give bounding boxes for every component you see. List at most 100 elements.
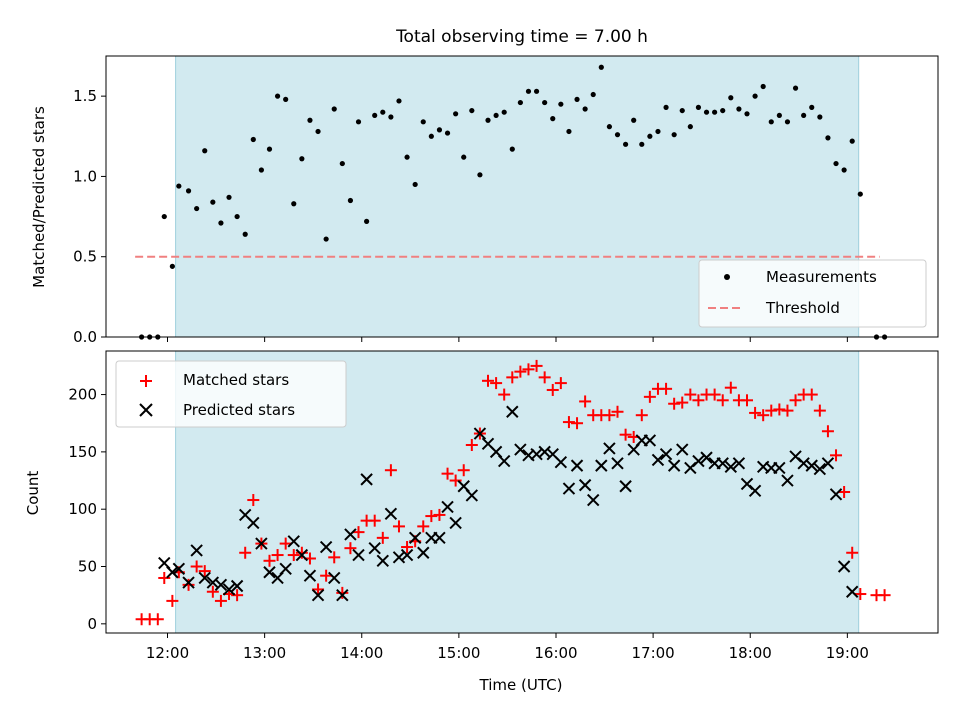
matched-star-point	[198, 565, 211, 578]
measurement-point	[703, 109, 710, 115]
matched-star-point	[352, 526, 365, 539]
predicted-star-point	[311, 588, 325, 602]
matched-star-point	[538, 371, 551, 384]
top-y-axis-label: Matched/Predicted stars	[30, 106, 48, 288]
matched-star-point	[854, 588, 867, 601]
matched-star-point	[684, 388, 697, 401]
matched-star-point	[336, 586, 349, 599]
measurement-point	[825, 135, 831, 141]
predicted-star-point	[247, 516, 260, 530]
matched-star-point	[295, 546, 308, 559]
predicted-star-point	[336, 588, 349, 602]
measurement-point	[817, 114, 823, 120]
predicted-star-point	[676, 443, 689, 456]
matched-star-point	[635, 409, 648, 422]
measurement-point	[274, 93, 281, 99]
matched-star-point	[805, 388, 818, 401]
measurement-point	[364, 218, 370, 224]
predicted-star-point	[352, 548, 365, 562]
matched-star-point	[425, 510, 438, 523]
predicted-star-point	[206, 576, 220, 589]
y-tick-label: 1.0	[73, 167, 97, 185]
measurement-point	[250, 136, 256, 143]
measurement-point	[849, 138, 855, 144]
measurement-point	[202, 148, 208, 154]
matched-star-point	[263, 554, 276, 567]
predicted-star-point	[263, 566, 276, 579]
matched-star-point	[781, 404, 794, 417]
measurement-point	[185, 188, 192, 194]
predicted-star-point	[724, 460, 738, 473]
measurement-point	[339, 160, 345, 167]
measurement-point	[744, 111, 750, 117]
predicted-star-point	[732, 457, 746, 470]
predicted-star-point	[805, 459, 818, 472]
predicted-star-point	[441, 500, 454, 514]
measurement-point	[315, 128, 321, 135]
measurement-point	[566, 128, 572, 135]
predicted-star-point	[287, 535, 300, 548]
matched-star-point	[716, 394, 729, 407]
measurement-point	[469, 107, 475, 114]
matched-star-point	[166, 594, 179, 607]
y-tick-label: 150	[68, 443, 97, 461]
top-legend-box	[698, 259, 927, 328]
measurement-point	[728, 95, 734, 101]
y-tick-label: 200	[68, 386, 97, 404]
measurement-point	[347, 197, 354, 204]
predicted-star-point	[190, 544, 203, 557]
predicted-star-point	[376, 554, 390, 567]
measurement-point	[493, 112, 499, 119]
matched-star-point	[708, 388, 721, 401]
measurement-point	[784, 119, 791, 125]
x-tick-label: 12:00	[146, 644, 189, 662]
measurement-point	[380, 109, 386, 115]
measurement-point	[533, 88, 540, 94]
matched-stars-series	[135, 359, 891, 626]
matched-star-point	[643, 390, 656, 403]
predicted-star-point	[514, 443, 527, 456]
measurement-point	[857, 191, 863, 197]
matched-star-point	[392, 520, 405, 533]
predicted-star-point	[603, 442, 616, 455]
measurement-point	[841, 167, 847, 173]
measurement-point	[242, 231, 248, 237]
predicted-star-point	[319, 540, 333, 554]
matched-star-point	[417, 520, 430, 533]
y-tick-label: 50	[78, 558, 97, 576]
predicted-star-point	[172, 562, 186, 576]
y-tick-label: 0.0	[73, 328, 97, 346]
legend-predicted-marker	[139, 403, 153, 417]
matched-star-point	[579, 395, 592, 408]
predicted-star-point	[230, 579, 244, 593]
measurement-point	[388, 114, 394, 120]
predicted-star-point	[538, 445, 551, 459]
measurement-point	[444, 130, 451, 136]
measurement-point	[833, 160, 839, 167]
y-tick-label: 0	[87, 615, 97, 633]
predicted-star-point	[368, 541, 381, 555]
measurement-point	[655, 128, 661, 135]
measurement-point	[372, 112, 378, 119]
matched-star-point	[368, 514, 381, 527]
measurement-point	[169, 263, 175, 269]
x-tick-label: 18:00	[729, 644, 772, 662]
matched-star-point	[522, 363, 535, 376]
predicted-star-point	[813, 462, 827, 476]
matched-star-point	[562, 416, 575, 429]
measurement-point	[736, 106, 742, 112]
measurement-point	[485, 117, 491, 123]
predicted-star-point	[295, 548, 309, 562]
measurement-point	[234, 213, 240, 220]
measurement-point	[299, 156, 305, 162]
bottom-legend-box	[115, 360, 347, 428]
matched-star-point	[846, 546, 859, 559]
matched-star-point	[182, 578, 195, 591]
matched-star-point	[724, 381, 737, 394]
matched-star-point	[619, 428, 632, 441]
measurement-point	[266, 146, 273, 152]
measurement-point	[558, 101, 564, 107]
matched-star-point	[765, 404, 778, 417]
matched-star-point	[821, 425, 834, 438]
